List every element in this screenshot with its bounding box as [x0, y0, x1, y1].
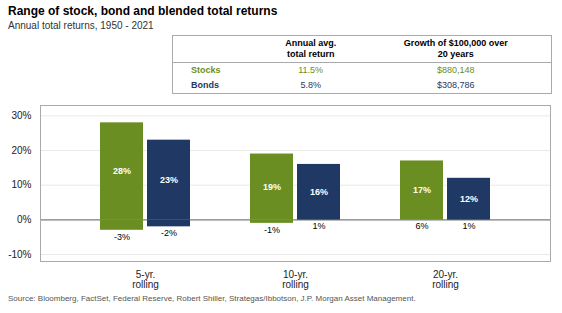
html-text:$880,148: $880,148: [437, 65, 475, 75]
html-text:Stocks: Stocks: [191, 65, 221, 75]
svg-text:20%: 20%: [11, 145, 31, 156]
svg-text:20-yr.rolling: 20-yr.rolling: [432, 269, 459, 290]
svg-text:5-yr.rolling: 5-yr.rolling: [132, 269, 159, 290]
html-text:11.5%: 11.5%: [298, 65, 324, 75]
svg-text:17%: 17%: [413, 185, 431, 195]
svg-text:6%: 6%: [415, 221, 428, 231]
html-text:Annual total returns, 1950 - 2: Annual total returns, 1950 - 2021: [8, 20, 154, 31]
html-text:$308,786: $308,786: [437, 80, 475, 90]
svg-text:12%: 12%: [460, 194, 478, 204]
svg-text:-1%: -1%: [264, 225, 280, 235]
html-text:Range of stock, bond and blend: Range of stock, bond and blended total r…: [8, 4, 278, 18]
svg-text:28%: 28%: [113, 166, 131, 176]
svg-text:23%: 23%: [160, 175, 178, 185]
svg-text:0%: 0%: [17, 214, 32, 225]
html-text:Annual avg. total return: Annual avg. total return: [285, 38, 337, 59]
svg-text:-3%: -3%: [114, 232, 130, 242]
svg-text:-10%: -10%: [8, 249, 31, 260]
html-text:Bonds: Bonds: [191, 80, 219, 90]
svg-text:1%: 1%: [312, 221, 325, 231]
html-text:Source: Bloomberg, FactSet, Fe: Source: Bloomberg, FactSet, Federal Rese…: [8, 294, 416, 303]
html-text:5.8%: 5.8%: [300, 80, 321, 90]
svg-text:10-yr.rolling: 10-yr.rolling: [282, 269, 309, 290]
html-text:Growth of $100,000 over 20 yea: Growth of $100,000 over 20 years: [403, 38, 508, 59]
svg-text:30%: 30%: [11, 110, 31, 121]
svg-text:-2%: -2%: [161, 228, 177, 238]
svg-text:10%: 10%: [11, 179, 31, 190]
svg-text:19%: 19%: [263, 182, 281, 192]
svg-text:16%: 16%: [310, 187, 328, 197]
svg-text:1%: 1%: [462, 221, 475, 231]
